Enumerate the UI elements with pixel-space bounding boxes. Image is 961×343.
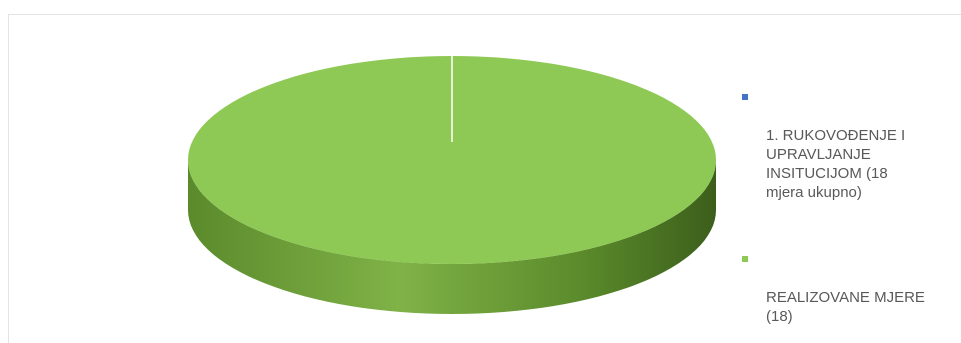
legend-item-rukovodjenje: 1. RUKOVOĐENJE I UPRAVLJANJE INSITUCIJOM… — [742, 88, 961, 202]
pie-slice-side — [188, 160, 716, 314]
chart-legend: 1. RUKOVOĐENJE I UPRAVLJANJE INSITUCIJOM… — [742, 88, 961, 326]
legend-label-realizovane-mjere: REALIZOVANE MJERE (18) — [766, 289, 925, 325]
legend-label-rukovodjenje: 1. RUKOVOĐENJE I UPRAVLJANJE INSITUCIJOM… — [766, 127, 906, 201]
chart-frame — [8, 14, 961, 343]
legend-item-realizovane-mjere: REALIZOVANE MJERE (18) — [742, 250, 961, 326]
legend-swatch-green — [742, 256, 748, 262]
pie-slice-realizovane-mjere — [188, 56, 716, 264]
legend-swatch-blue — [742, 94, 748, 100]
